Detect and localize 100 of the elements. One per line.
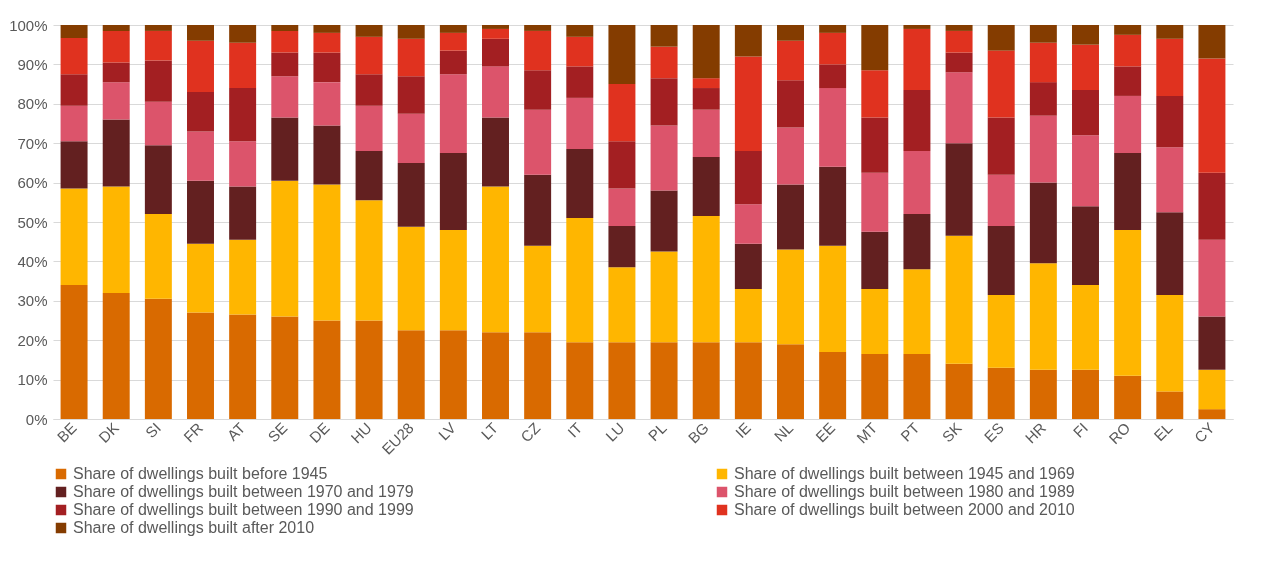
x-tick-label: EL xyxy=(1150,419,1176,445)
bar xyxy=(734,204,762,244)
bar xyxy=(734,288,762,343)
legend-label: Share of dwellings built between 1990 and 1999 xyxy=(73,501,414,518)
bar xyxy=(987,25,1015,51)
bar xyxy=(187,40,214,92)
bar xyxy=(397,226,425,331)
bar xyxy=(102,186,130,293)
bar xyxy=(819,166,847,246)
bar xyxy=(144,101,172,146)
bar xyxy=(355,25,383,37)
bar xyxy=(229,186,257,240)
bar xyxy=(60,105,88,142)
bar xyxy=(524,332,552,419)
bar xyxy=(187,25,214,41)
bar xyxy=(945,143,973,236)
bar xyxy=(945,363,973,419)
bar xyxy=(650,46,678,79)
bar xyxy=(692,156,720,217)
bar xyxy=(650,25,678,47)
bar xyxy=(1114,229,1142,376)
bar xyxy=(1198,409,1226,419)
bar xyxy=(60,141,88,189)
bar xyxy=(60,188,88,286)
bar xyxy=(1029,42,1057,83)
x-tick-label: PL xyxy=(644,419,670,445)
bar xyxy=(397,38,425,77)
bar xyxy=(734,342,762,419)
y-tick-label: 0% xyxy=(25,410,48,428)
bar xyxy=(692,109,720,157)
bar xyxy=(861,353,889,419)
bar xyxy=(1156,95,1184,148)
x-tick-label: CY xyxy=(1190,419,1218,446)
bar xyxy=(945,72,973,144)
bar xyxy=(229,239,257,315)
bar xyxy=(1114,153,1142,230)
bar xyxy=(1156,212,1184,295)
bar xyxy=(229,88,257,142)
bar xyxy=(650,251,678,343)
bar xyxy=(692,88,720,110)
bar xyxy=(945,52,973,73)
legend-label: Share of dwellings built between 1945 and 1969 xyxy=(734,465,1075,482)
bar xyxy=(144,60,172,102)
bar xyxy=(566,342,594,419)
bar xyxy=(355,320,383,419)
bar xyxy=(650,125,678,191)
bar xyxy=(482,28,509,39)
bar xyxy=(819,88,847,167)
bar xyxy=(1072,369,1099,419)
x-tick-label: SI xyxy=(141,419,165,442)
bar xyxy=(734,243,762,289)
bar xyxy=(439,74,467,154)
bar xyxy=(1156,38,1184,96)
bar xyxy=(566,97,594,150)
y-tick-label: 80% xyxy=(17,95,48,113)
bar xyxy=(608,342,636,419)
bar xyxy=(144,30,172,61)
x-tick-label: ES xyxy=(980,419,1007,446)
bar xyxy=(1156,25,1184,39)
bar xyxy=(819,352,847,419)
bar xyxy=(187,243,214,313)
x-tick-label: SE xyxy=(264,419,291,446)
bar xyxy=(734,25,762,57)
bar xyxy=(397,113,425,163)
bar xyxy=(102,119,130,187)
bar xyxy=(439,32,467,51)
bar xyxy=(819,245,847,353)
bar xyxy=(229,42,257,89)
bar xyxy=(271,52,299,77)
bar xyxy=(777,344,804,419)
bar xyxy=(439,153,467,230)
bar xyxy=(1114,34,1142,67)
bar xyxy=(1072,44,1099,91)
bar xyxy=(650,78,678,126)
bar xyxy=(608,25,636,85)
bar xyxy=(439,330,467,419)
bar xyxy=(482,38,509,67)
bar xyxy=(524,174,552,246)
bar xyxy=(60,74,88,106)
bar xyxy=(1029,82,1057,116)
bar xyxy=(524,25,552,31)
bar xyxy=(102,62,130,83)
bar xyxy=(482,332,509,419)
y-tick-label: 90% xyxy=(17,55,48,73)
bar xyxy=(355,36,383,75)
bar xyxy=(60,38,88,75)
bar xyxy=(566,36,594,67)
bar xyxy=(1114,375,1142,419)
bar xyxy=(1029,369,1057,419)
bar xyxy=(777,249,804,345)
bar xyxy=(608,84,636,142)
legend-label: Share of dwellings built between 2000 and 2010 xyxy=(734,501,1075,518)
x-tick-label: SK xyxy=(938,419,965,446)
bar xyxy=(355,105,383,152)
y-tick-label: 10% xyxy=(17,371,48,389)
bar xyxy=(102,292,130,419)
legend-label: Share of dwellings built after 2010 xyxy=(73,519,315,536)
x-tick-label: HR xyxy=(1021,419,1050,447)
y-tick-label: 20% xyxy=(17,331,48,349)
bar xyxy=(313,125,341,185)
